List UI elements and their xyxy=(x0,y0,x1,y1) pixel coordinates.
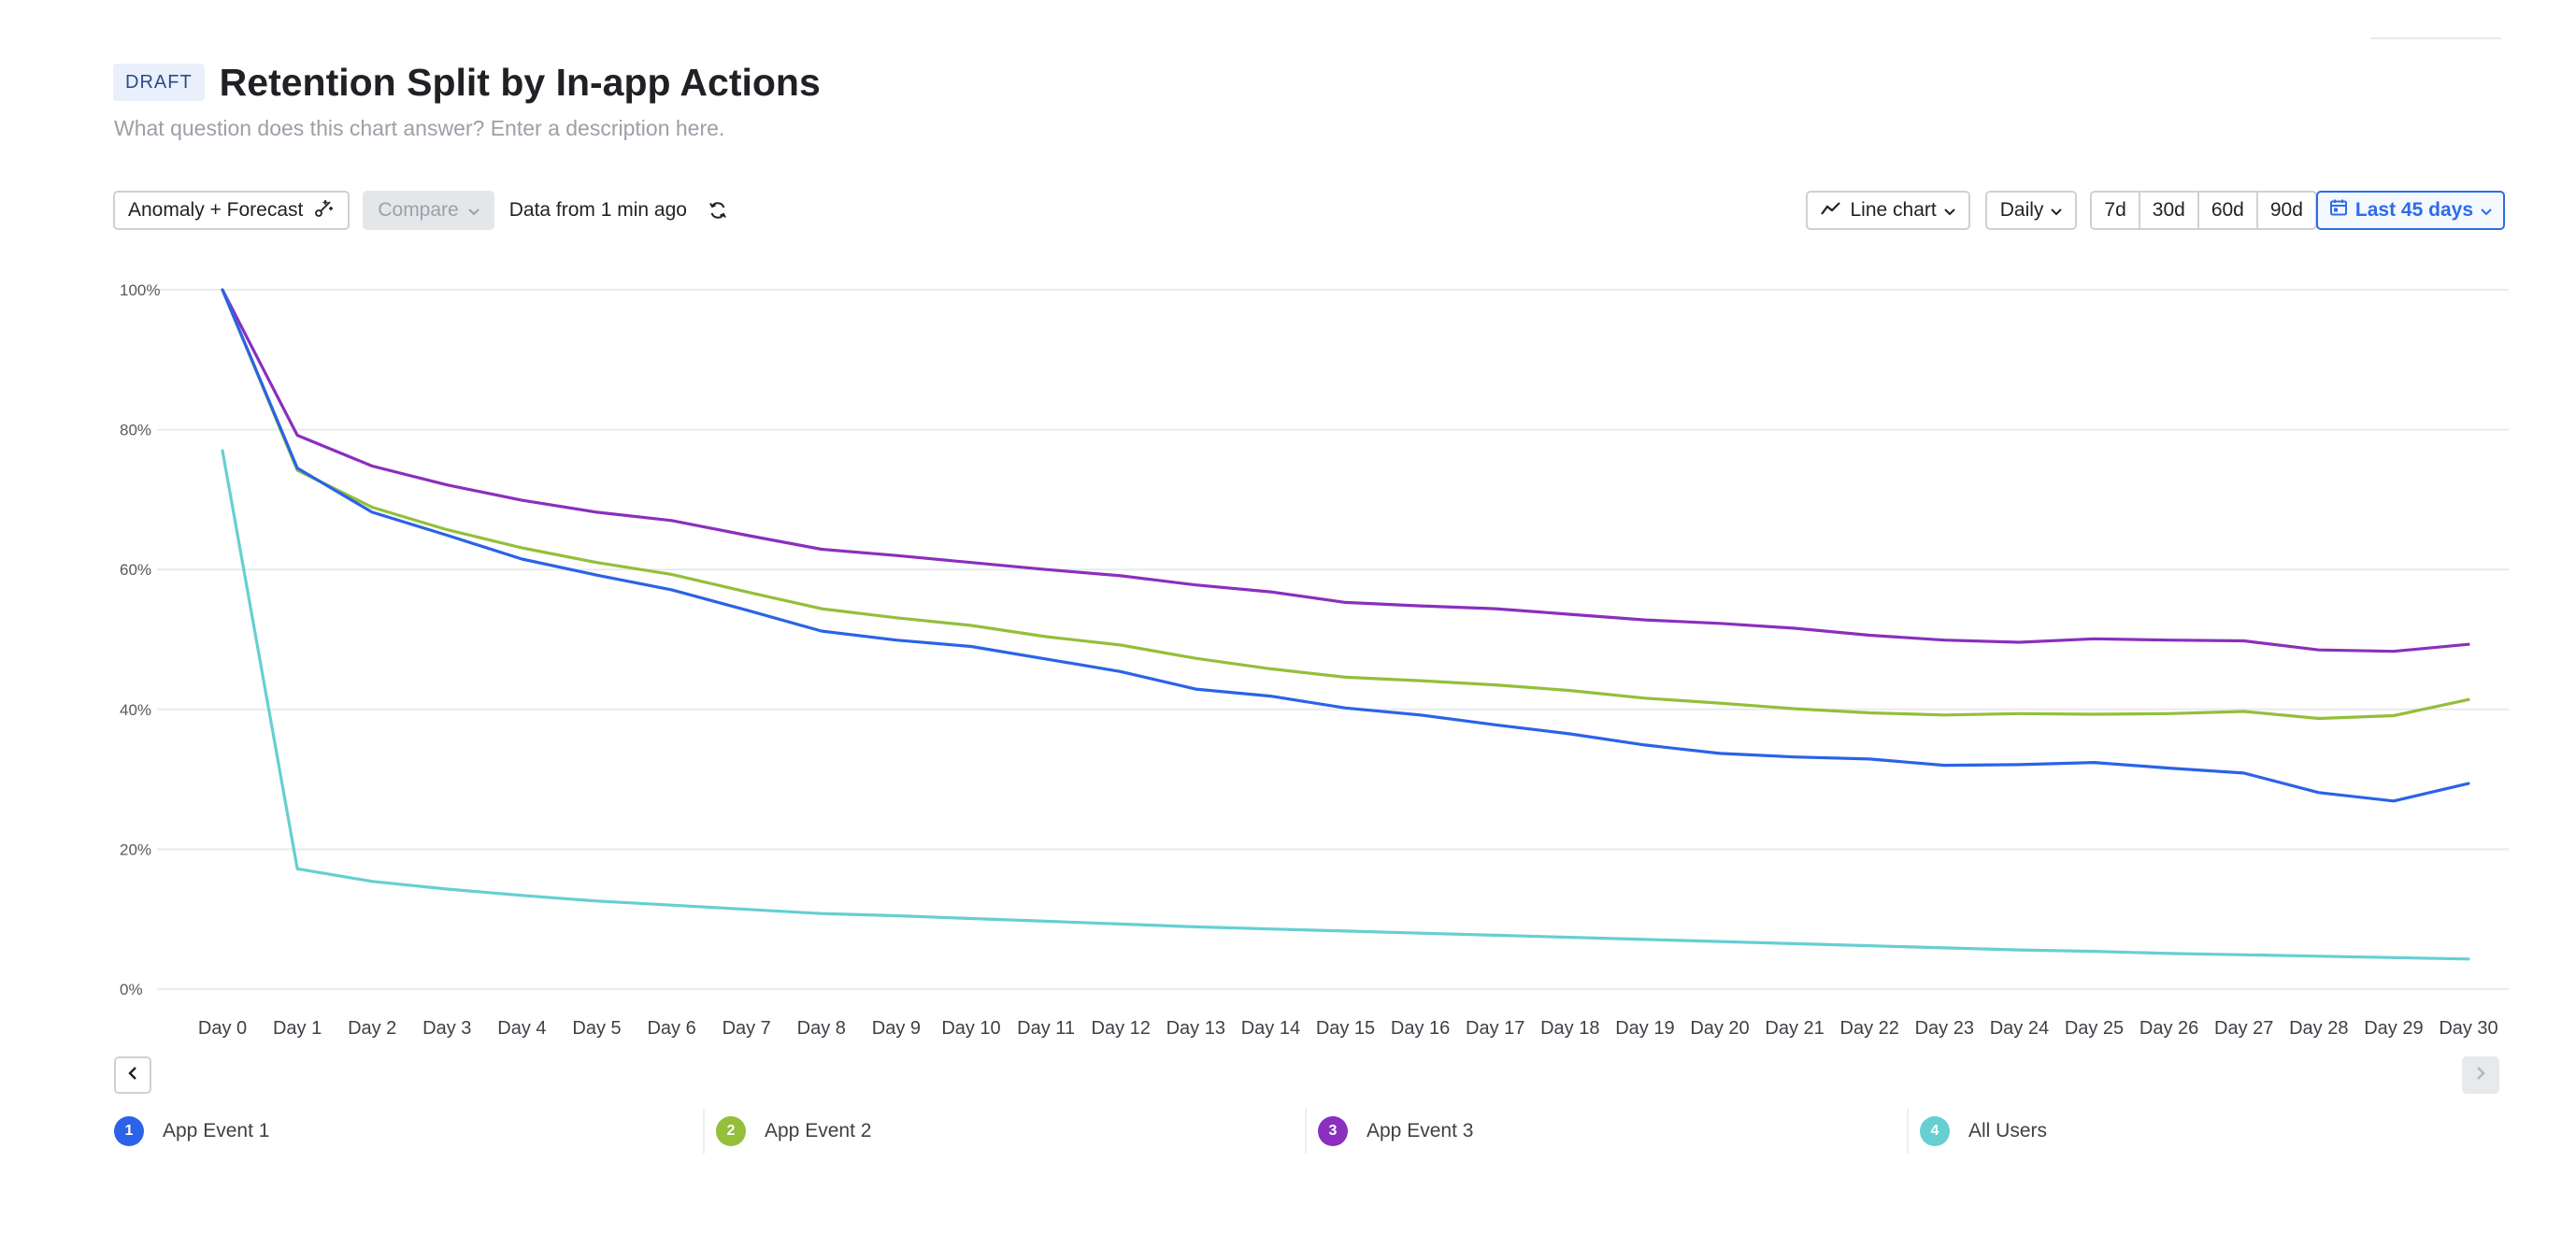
range-90d-button[interactable]: 90d xyxy=(2269,199,2303,221)
chart-type-label: Line chart xyxy=(1850,199,1937,221)
chevron-down-icon xyxy=(2051,199,2063,222)
x-tick-label: Day 12 xyxy=(1092,1018,1151,1039)
x-tick-label: Day 24 xyxy=(1990,1018,2049,1039)
chevron-down-icon xyxy=(468,199,479,222)
compare-label: Compare xyxy=(378,199,459,221)
series-line-app-event-2[interactable] xyxy=(221,288,2470,721)
x-tick-label: Day 6 xyxy=(647,1018,695,1039)
x-tick-label: Day 19 xyxy=(1615,1018,1674,1039)
range-60d-button[interactable]: 60d xyxy=(2199,193,2258,228)
legend-label: All Users xyxy=(1968,1120,2048,1141)
x-tick-label: Day 10 xyxy=(941,1018,1000,1039)
legend-label: App Event 1 xyxy=(163,1120,270,1141)
y-tick-label: 60% xyxy=(120,561,151,579)
legend-label: App Event 2 xyxy=(765,1120,872,1141)
chart-title[interactable]: Retention Split by In-app Actions xyxy=(219,61,821,104)
line-chart-icon xyxy=(1820,199,1841,222)
series-line-all-users[interactable] xyxy=(221,449,2470,961)
controls-left: Anomaly + Forecast Compare Data from 1 m… xyxy=(113,191,728,230)
chevron-right-icon xyxy=(2476,1066,2485,1084)
range-7d-button[interactable]: 7d xyxy=(2092,193,2140,228)
controls-right: Line chart Daily 7d 30d 60d 90d xyxy=(1805,191,2505,230)
anomaly-forecast-label: Anomaly + Forecast xyxy=(128,199,304,221)
custom-range-button[interactable]: Last 45 days xyxy=(2315,191,2505,230)
y-tick-label: 40% xyxy=(120,701,151,719)
x-tick-label: Day 23 xyxy=(1915,1018,1974,1039)
legend-item[interactable]: 2 App Event 2 xyxy=(703,1109,872,1154)
x-tick-label: Day 25 xyxy=(2065,1018,2124,1039)
x-tick-label: Day 26 xyxy=(2140,1018,2198,1039)
y-tick-label: 0% xyxy=(120,981,143,998)
legend-index-badge: 1 xyxy=(114,1116,144,1146)
chart-type-select[interactable]: Line chart xyxy=(1805,191,1970,230)
chevron-down-icon xyxy=(1944,199,1955,222)
legend-index-badge: 2 xyxy=(716,1116,746,1146)
x-tick-label: Day 13 xyxy=(1166,1018,1225,1039)
magic-wand-icon xyxy=(314,197,335,223)
series-line-app-event-1[interactable] xyxy=(221,288,2470,803)
top-divider xyxy=(2370,37,2501,39)
x-tick-label: Day 0 xyxy=(198,1018,247,1039)
legend-prev-button[interactable] xyxy=(114,1056,151,1094)
x-tick-label: Day 17 xyxy=(1466,1018,1524,1039)
chart-description[interactable]: What question does this chart answer? En… xyxy=(114,116,725,140)
legend-label: App Event 3 xyxy=(1367,1120,1474,1141)
x-tick-label: Day 2 xyxy=(348,1018,396,1039)
x-tick-label: Day 1 xyxy=(273,1018,322,1039)
x-tick-label: Day 14 xyxy=(1241,1018,1300,1039)
compare-button[interactable]: Compare xyxy=(363,191,494,230)
legend-separator xyxy=(703,1109,705,1154)
x-tick-label: Day 27 xyxy=(2214,1018,2273,1039)
legend-item[interactable]: 3 App Event 3 xyxy=(1305,1109,1474,1154)
x-tick-label: Day 20 xyxy=(1690,1018,1749,1039)
granularity-label: Daily xyxy=(1999,199,2044,221)
x-tick-label: Day 8 xyxy=(797,1018,846,1039)
x-tick-label: Day 21 xyxy=(1765,1018,1824,1039)
chart-legend: 1 App Event 1 2 App Event 2 3 App Event 3 4 All… xyxy=(114,1109,2501,1154)
legend-separator xyxy=(1305,1109,1307,1154)
y-tick-label: 80% xyxy=(120,422,151,439)
legend-next-button[interactable] xyxy=(2462,1056,2499,1094)
date-range-group: 7d 30d 60d 90d xyxy=(2090,191,2317,230)
x-tick-label: Day 28 xyxy=(2289,1018,2348,1039)
y-tick-label: 100% xyxy=(120,281,160,299)
custom-range-label: Last 45 days xyxy=(2354,199,2473,221)
anomaly-forecast-button[interactable]: Anomaly + Forecast xyxy=(113,191,351,230)
calendar-icon xyxy=(2329,198,2348,223)
legend-index-badge: 4 xyxy=(1920,1116,1950,1146)
x-tick-label: Day 30 xyxy=(2439,1018,2497,1039)
x-tick-label: Day 11 xyxy=(1017,1018,1075,1039)
legend-separator xyxy=(1907,1109,1909,1154)
chevron-left-icon xyxy=(128,1066,137,1084)
legend-index-badge: 3 xyxy=(1318,1116,1348,1146)
legend-item[interactable]: 1 App Event 1 xyxy=(114,1109,269,1154)
x-tick-label: Day 5 xyxy=(572,1018,621,1039)
y-tick-label: 20% xyxy=(120,840,151,858)
x-tick-label: Day 15 xyxy=(1316,1018,1375,1039)
range-30d-button[interactable]: 30d xyxy=(2140,193,2199,228)
x-tick-label: Day 9 xyxy=(872,1018,921,1039)
data-freshness-text: Data from 1 min ago xyxy=(508,199,687,221)
x-tick-label: Day 7 xyxy=(723,1018,771,1039)
x-tick-label: Day 18 xyxy=(1540,1018,1599,1039)
legend-item[interactable]: 4 All Users xyxy=(1907,1109,2048,1154)
x-tick-label: Day 4 xyxy=(497,1018,546,1039)
chevron-down-icon xyxy=(2481,199,2492,222)
draft-badge: DRAFT xyxy=(113,64,205,101)
x-tick-label: Day 29 xyxy=(2364,1018,2423,1039)
chart-header: DRAFT Retention Split by In-app Actions xyxy=(113,60,821,105)
series-line-app-event-3[interactable] xyxy=(221,288,2470,653)
refresh-icon[interactable] xyxy=(708,200,728,221)
x-tick-label: Day 22 xyxy=(1840,1018,1899,1039)
granularity-select[interactable]: Daily xyxy=(1984,191,2078,230)
x-tick-label: Day 16 xyxy=(1391,1018,1450,1039)
x-tick-label: Day 3 xyxy=(422,1018,471,1039)
